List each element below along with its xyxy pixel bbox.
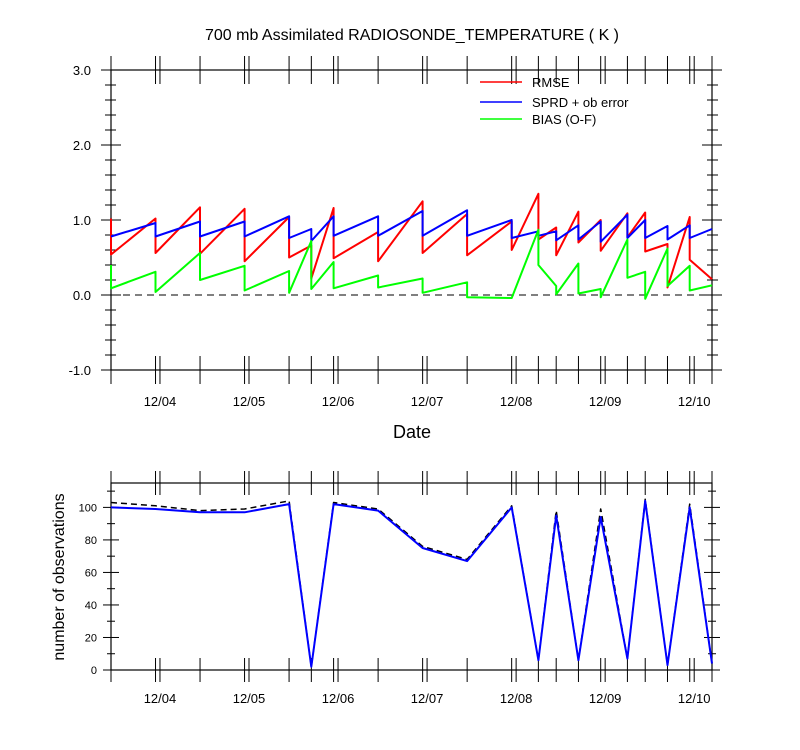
bottom-plot-frame: [110, 482, 713, 671]
x-tick-label: 12/08: [500, 394, 533, 409]
legend: RMSE SPRD + ob error BIAS (O-F): [480, 75, 629, 127]
x-tick-label: 12/10: [678, 394, 711, 409]
series-line-rmse: [110, 192, 713, 289]
chart-title: 700 mb Assimilated RADIOSONDE_TEMPERATUR…: [205, 27, 619, 44]
legend-label-bias: BIAS (O-F): [532, 112, 596, 127]
series-line-sprd-ob-error: [110, 209, 713, 243]
series-line-observations-possible: [110, 498, 713, 668]
y-tick-label: 20: [85, 632, 97, 644]
top-plot: -1.0 0.0 1.0 2.0 3.0 12/04 12/05 12/06 12/07 12/0…: [69, 56, 722, 409]
x-tick-label: 12/10: [678, 691, 711, 706]
x-tick-label: 12/07: [411, 394, 444, 409]
x-tick-label: 12/06: [322, 394, 355, 409]
y-tick-label: 1.0: [73, 213, 91, 228]
y-tick-label: 80: [85, 535, 97, 547]
y-tick-label: 3.0: [73, 63, 91, 78]
x-tick-label: 12/04: [144, 394, 177, 409]
x-tick-label: 12/08: [500, 691, 533, 706]
series-line-observations-used: [110, 499, 713, 668]
x-axis-label: Date: [393, 422, 431, 442]
legend-label-rmse: RMSE: [532, 75, 570, 90]
y-tick-label: 0.0: [73, 288, 91, 303]
y-tick-label: 40: [85, 600, 97, 612]
y-tick-label: 100: [79, 502, 97, 514]
bottom-plot: 0 20 40 60 80 100 12/04 12/05 12/06 12/07 12/08 12/…: [79, 471, 720, 706]
series-line-bias-o-f: [110, 228, 713, 300]
bottom-y-axis-label: number of observations: [51, 493, 68, 660]
y-tick-label: 60: [85, 567, 97, 579]
y-tick-label: 0: [91, 665, 97, 677]
x-tick-label: 12/09: [589, 394, 622, 409]
x-tick-label: 12/09: [589, 691, 622, 706]
x-tick-label: 12/07: [411, 691, 444, 706]
legend-label-sprd: SPRD + ob error: [532, 95, 629, 110]
y-tick-label: -1.0: [69, 363, 91, 378]
x-tick-label: 12/04: [144, 691, 177, 706]
x-tick-label: 12/06: [322, 691, 355, 706]
x-tick-label: 12/05: [233, 394, 266, 409]
y-tick-label: 2.0: [73, 138, 91, 153]
x-tick-label: 12/05: [233, 691, 266, 706]
